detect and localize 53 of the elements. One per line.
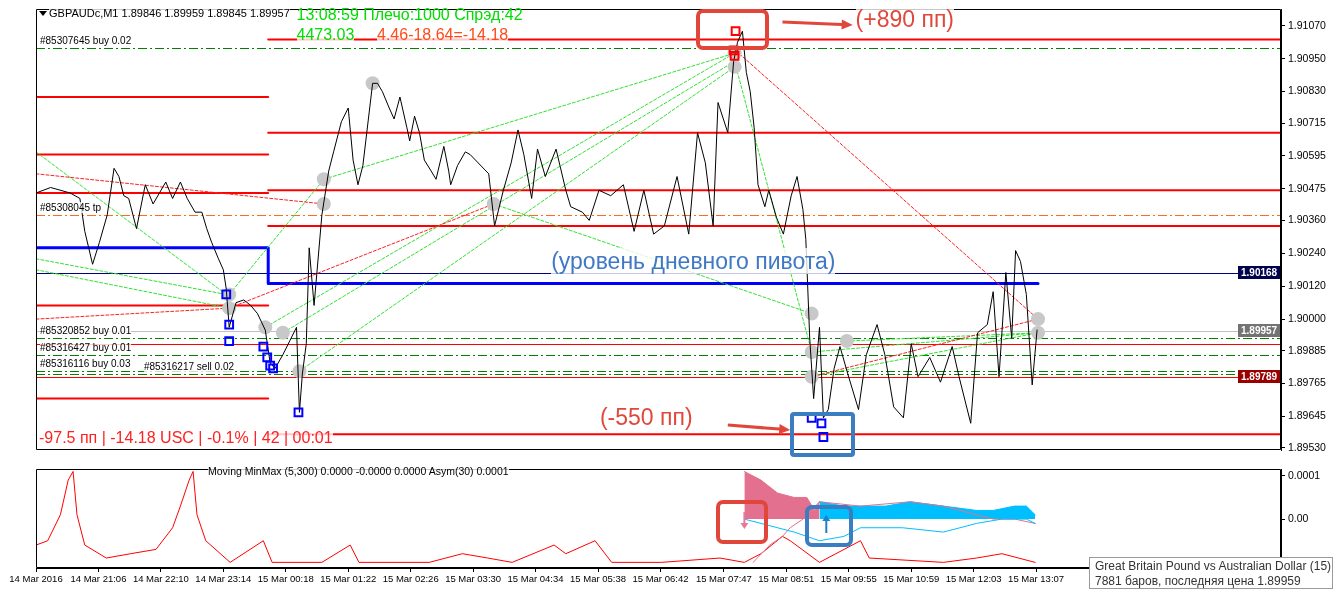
annotation: 13:08:59 Плечо:1000 Спрэд:42: [296, 6, 523, 25]
annotation: 4473.03: [296, 26, 355, 45]
ref-line-label: #85307645 buy 0.02: [40, 34, 132, 47]
y-tick-label: 1.91070: [1288, 18, 1327, 31]
y-tick-label: 0.0001: [1288, 468, 1321, 481]
x-tick-label: 14 Mar 23:14: [195, 573, 252, 585]
x-tick-label: 14 Mar 22:10: [132, 573, 189, 585]
y-tick-label: 1.89645: [1288, 409, 1327, 422]
y-tick-label: 1.89765: [1288, 376, 1327, 389]
ref-line-label: #85316427 buy 0.01: [40, 341, 132, 354]
x-tick-label: 15 Mar 12:03: [945, 573, 1002, 585]
x-tick-label: 15 Mar 09:55: [820, 573, 877, 585]
ref-line-label: 1.89789: [1238, 369, 1281, 383]
x-tick-label: 15 Mar 08:51: [758, 573, 815, 585]
x-tick-label: 15 Mar 07:47: [695, 573, 752, 585]
ref-line-label: 1.89957: [1238, 323, 1281, 337]
chart-title: Moving MinMax (5,300) 0.0000 -0.0000 0.0000 Asym(30) 0.0001: [208, 465, 509, 478]
annotation: (+890 пп): [855, 6, 955, 33]
y-tick-label: 1.90360: [1288, 213, 1327, 226]
ref-line-label: 1.90168: [1238, 266, 1281, 280]
ref-line-label: #85320852 buy 0.01: [40, 325, 132, 337]
x-tick-label: 14 Mar 2016: [9, 573, 63, 585]
y-tick-label: 1.89885: [1288, 343, 1327, 356]
y-tick-label: 0.00: [1288, 511, 1309, 524]
y-tick-label: 1.90120: [1288, 279, 1327, 292]
annotation: 4.46-18.64=-14.18: [377, 26, 509, 45]
y-tick-label: 1.90240: [1288, 246, 1327, 259]
x-tick-label: 14 Mar 21:06: [70, 573, 127, 585]
x-tick-label: 15 Mar 06:42: [632, 573, 689, 585]
ref-line-label: #85316217 sell 0.02: [144, 360, 235, 373]
x-tick-label: 15 Mar 02:26: [382, 573, 439, 585]
y-tick-label: 1.89530: [1288, 440, 1327, 453]
ref-line-label: #85316116 buy 0.03: [40, 358, 131, 370]
text: 7881 баров, последняя цена 1.89959: [1095, 574, 1301, 589]
annotation: -97.5 пп | -14.18 USC | -0.1% | 42 | 00:01: [39, 429, 333, 448]
x-tick-label: 15 Mar 04:34: [507, 573, 564, 585]
x-tick-label: 15 Mar 03:30: [445, 573, 502, 585]
x-tick-label: 15 Mar 10:59: [883, 573, 940, 585]
y-tick-label: 1.90715: [1288, 115, 1327, 128]
y-tick-label: 1.90475: [1288, 181, 1327, 194]
y-tick-label: 1.90950: [1288, 51, 1327, 64]
annotation: (уровень дневного пивота): [551, 248, 836, 275]
y-tick-label: 1.90595: [1288, 148, 1327, 161]
y-tick-label: 1.90000: [1288, 311, 1327, 324]
x-tick-label: 15 Mar 13:07: [1008, 573, 1065, 585]
x-tick-label: 15 Mar 00:18: [257, 573, 314, 585]
x-tick-label: 15 Mar 05:38: [570, 573, 626, 585]
ref-line-label: #85308045 tp: [40, 201, 102, 214]
x-tick-label: 15 Mar 01:22: [320, 573, 377, 585]
y-tick-label: 1.90830: [1288, 84, 1327, 97]
chart-title: GBPAUDc,M1 1.89846 1.89959 1.89845 1.89957: [49, 7, 290, 20]
annotation: (-550 пп): [599, 404, 693, 431]
annotation: Great Britain Pound vs Australian Dollar (15): [1095, 559, 1332, 574]
